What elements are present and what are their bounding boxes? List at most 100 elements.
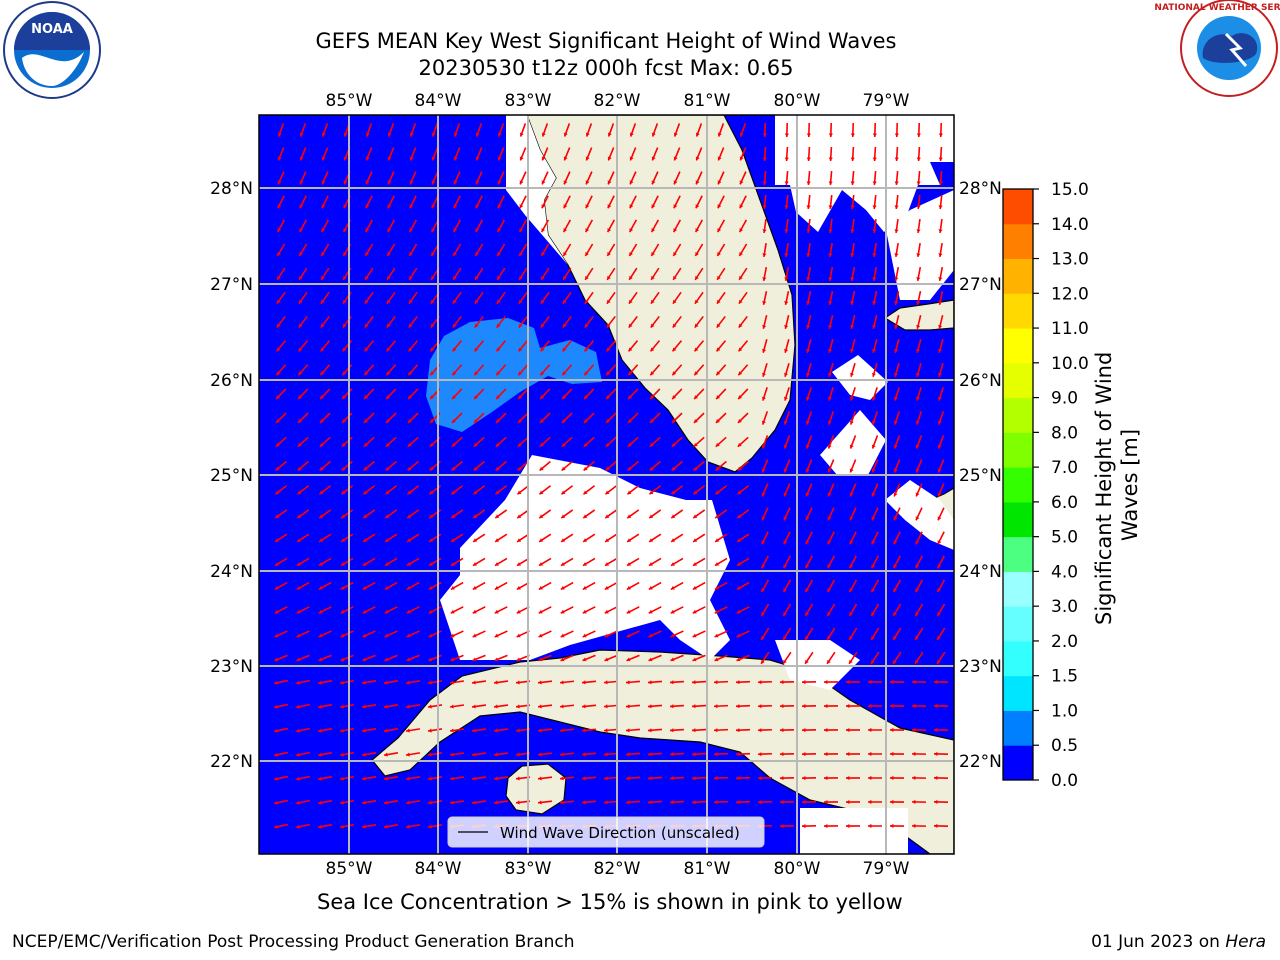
wave-arrow [363,436,375,448]
wave-arrow [783,507,791,521]
wave-arrow [806,218,811,234]
wave-arrow [782,651,792,665]
wave-arrow [761,507,769,521]
wave-arrow [806,266,812,282]
wave-arrow [626,606,640,614]
colorbar-tick-label: 3.0 [1051,597,1078,617]
wave-arrow [739,171,747,185]
wave-arrow [449,800,465,805]
lon-label-bottom: 79°W [863,859,910,879]
wave-arrow [915,387,922,401]
wave-arrow [848,651,858,665]
wave-arrow [648,509,662,519]
wave-arrow [583,460,595,472]
wave-arrow [582,485,596,495]
wave-arrow [299,123,307,137]
wave-arrow [692,606,706,614]
wave-arrow [341,364,353,376]
colorbar-segment [1003,571,1033,607]
wave-arrow [386,315,396,329]
wave-arrow [563,171,571,185]
wave-arrow [650,267,660,281]
wave-arrow [517,460,529,472]
wave-arrow [408,243,418,257]
lat-label-left: 25°N [210,466,253,486]
wave-arrow [669,704,685,709]
wave-arrow [497,171,505,185]
wave-arrow [845,799,861,805]
wave-arrow [628,291,638,305]
wave-arrow [339,679,355,685]
wave-arrow [582,557,596,567]
wave-arrow [779,752,795,757]
wave-arrow [626,533,640,543]
wave-arrow [889,751,905,757]
colorbar-segment [1003,640,1033,677]
wave-arrow [695,195,703,209]
wave-arrow [673,123,681,137]
wave-arrow [560,581,574,591]
wave-arrow [695,171,703,185]
wave-arrow [475,147,483,161]
wave-arrow [603,728,619,733]
wave-arrow [828,363,834,377]
wave-arrow [361,799,377,805]
wave-arrow [647,680,663,685]
wave-arrow [713,776,729,781]
wave-arrow [938,290,944,306]
wave-arrow [276,219,286,233]
wave-arrow [450,581,464,591]
wave-arrow [872,122,877,138]
wave-arrow [583,340,595,352]
wave-arrow [694,291,704,305]
wave-arrow [451,436,463,448]
wave-arrow [299,195,307,209]
wave-arrow [537,704,553,709]
wave-arrow [629,147,637,161]
lat-label-right: 25°N [959,466,1002,486]
wave-arrow [870,579,880,593]
wave-arrow [629,195,637,209]
wave-arrow [850,194,855,210]
wave-arrow [936,579,946,593]
colorbar-tick-label: 8.0 [1051,423,1078,443]
nws-logo-text: NATIONAL WEATHER SERVICE [1154,3,1280,13]
colorbar-segment [1003,223,1033,260]
noaa-logo-text: NOAA [31,22,73,37]
wave-arrow [717,195,725,209]
colorbar-tick-label: 0.0 [1051,771,1078,791]
wave-arrow [625,776,641,781]
wave-arrow [606,267,616,281]
wave-arrow [894,194,899,210]
wave-arrow [779,704,795,709]
wave-arrow [540,243,550,257]
bahamas-land [883,299,954,331]
wave-arrow [762,170,767,186]
wave-arrow [889,823,905,829]
wave-arrow [495,364,507,376]
colorbar-tick-label: 0.5 [1051,736,1078,756]
wave-arrow [295,727,311,733]
wave-arrow [694,315,704,329]
wave-arrow [538,485,552,495]
wave-arrow [893,459,901,473]
wave-arrow [894,266,900,282]
wave-arrow [494,654,508,662]
wave-arrow [296,654,310,662]
wave-arrow [605,388,617,400]
wave-arrow [584,219,594,233]
wave-arrow [274,509,288,519]
wave-arrow [805,507,813,521]
wave-arrow [276,243,286,257]
wave-arrow [933,823,949,828]
wave-arrow [867,727,883,733]
wave-arrow [804,627,814,641]
wave-arrow [274,654,288,662]
wave-arrow [805,387,812,401]
wave-arrow [406,485,420,495]
wave-arrow [628,267,638,281]
wave-arrow [806,122,811,138]
wave-arrow [894,242,899,258]
wave-arrow [496,219,506,233]
wave-arrow [273,679,289,685]
